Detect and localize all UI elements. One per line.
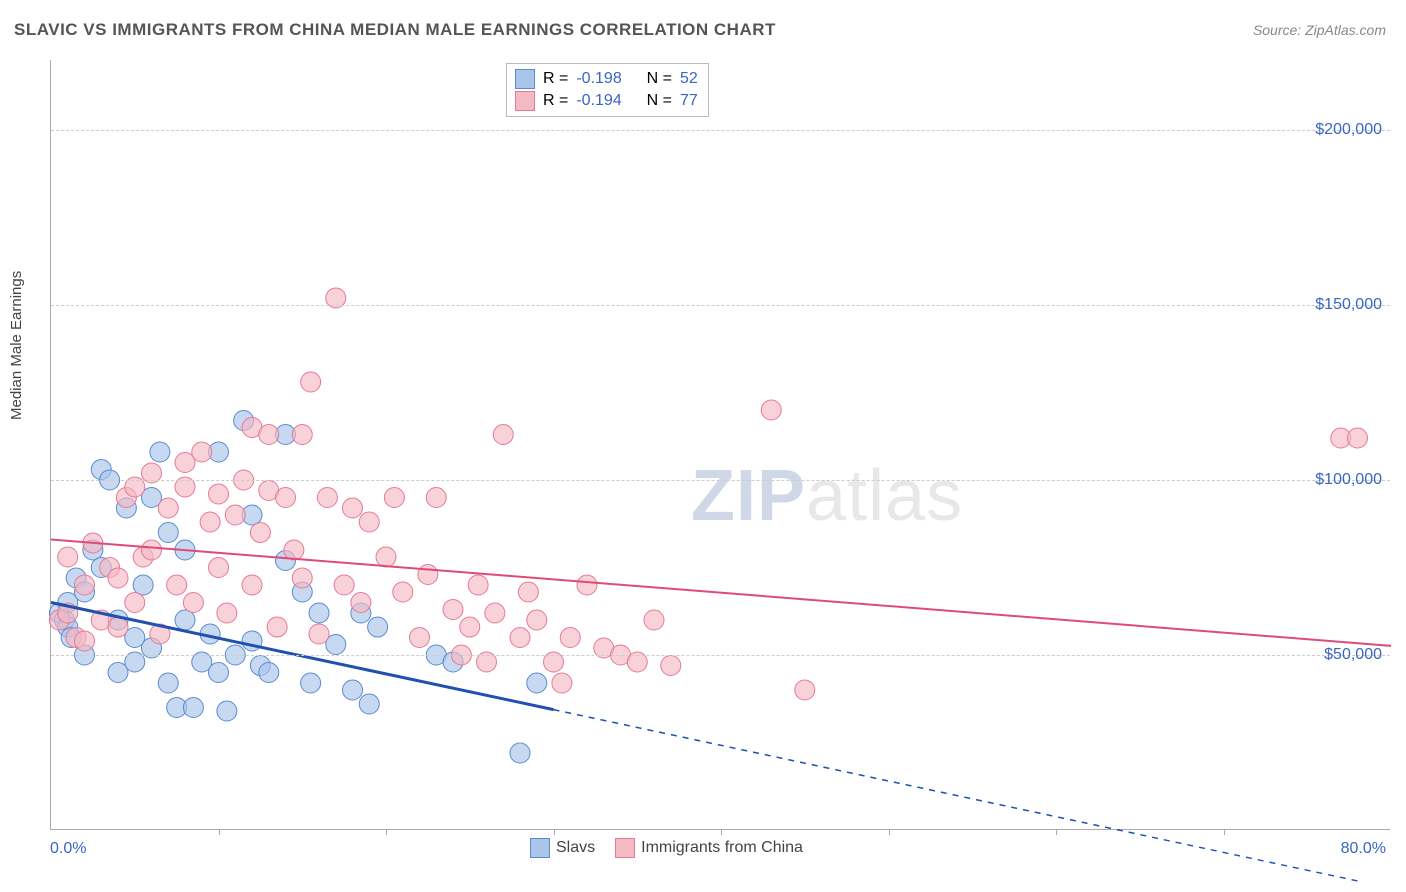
scatter-point-china (267, 617, 287, 637)
x-tick (1224, 829, 1225, 835)
legend-label-china: Immigrants from China (641, 839, 803, 857)
legend-swatch-slavs (530, 838, 550, 858)
scatter-point-slavs (368, 617, 388, 637)
scatter-point-china (292, 568, 312, 588)
chart-title: SLAVIC VS IMMIGRANTS FROM CHINA MEDIAN M… (14, 20, 776, 40)
scatter-point-slavs (359, 694, 379, 714)
scatter-point-china (343, 498, 363, 518)
gridline-h (51, 655, 1390, 656)
scatter-point-china (292, 425, 312, 445)
scatter-point-china (376, 547, 396, 567)
scatter-point-china (493, 425, 513, 445)
scatter-point-slavs (158, 673, 178, 693)
legend-label-slavs: Slavs (556, 839, 595, 857)
scatter-point-china (317, 488, 337, 508)
correlation-chart: SLAVIC VS IMMIGRANTS FROM CHINA MEDIAN M… (0, 0, 1406, 892)
scatter-point-china (527, 610, 547, 630)
scatter-point-china (309, 624, 329, 644)
scatter-point-slavs (217, 701, 237, 721)
scatter-point-china (334, 575, 354, 595)
legend-swatch-china (615, 838, 635, 858)
scatter-point-china (301, 372, 321, 392)
scatter-point-slavs (150, 442, 170, 462)
scatter-point-china (209, 558, 229, 578)
x-tick (554, 829, 555, 835)
scatter-point-china (460, 617, 480, 637)
scatter-point-china (284, 540, 304, 560)
gridline-h (51, 305, 1390, 306)
scatter-point-china (242, 575, 262, 595)
y-axis-label: Median Male Earnings (8, 271, 25, 420)
scatter-point-china (209, 484, 229, 504)
scatter-point-china (410, 628, 430, 648)
scatter-point-china (1348, 428, 1368, 448)
scatter-point-china (418, 565, 438, 585)
scatter-point-china (761, 400, 781, 420)
scatter-point-china (108, 617, 128, 637)
scatter-point-slavs (343, 680, 363, 700)
legend-item-slavs: Slavs (530, 838, 595, 858)
scatter-point-china (75, 631, 95, 651)
scatter-point-slavs (133, 575, 153, 595)
scatter-point-china (158, 498, 178, 518)
plot-area: ZIPatlas R = -0.198 N = 52 R = -0.194 N … (50, 60, 1390, 830)
x-tick (889, 829, 890, 835)
scatter-point-china (200, 512, 220, 532)
scatter-point-slavs (183, 698, 203, 718)
scatter-point-china (426, 488, 446, 508)
scatter-point-china (58, 547, 78, 567)
scatter-point-china (225, 505, 245, 525)
scatter-point-china (125, 593, 145, 613)
scatter-point-slavs (301, 673, 321, 693)
bottom-legend: Slavs Immigrants from China (530, 838, 803, 858)
scatter-point-china (384, 488, 404, 508)
x-axis-max-label: 80.0% (1341, 840, 1386, 858)
scatter-point-china (276, 488, 296, 508)
scatter-point-china (217, 603, 237, 623)
scatter-point-china (359, 512, 379, 532)
scatter-point-china (250, 523, 270, 543)
x-axis-min-label: 0.0% (50, 840, 86, 858)
scatter-point-china (552, 673, 572, 693)
gridline-h (51, 130, 1390, 131)
scatter-point-china (468, 575, 488, 595)
scatter-point-slavs (510, 743, 530, 763)
scatter-point-china (259, 425, 279, 445)
y-tick-label: $50,000 (1324, 646, 1382, 664)
scatter-point-china (795, 680, 815, 700)
x-tick (1056, 829, 1057, 835)
legend-item-china: Immigrants from China (615, 838, 803, 858)
scatter-point-slavs (158, 523, 178, 543)
gridline-h (51, 480, 1390, 481)
scatter-point-slavs (259, 663, 279, 683)
scatter-point-china (443, 600, 463, 620)
scatter-point-china (510, 628, 530, 648)
x-tick (721, 829, 722, 835)
scatter-point-china (393, 582, 413, 602)
scatter-point-china (577, 575, 597, 595)
scatter-point-china (560, 628, 580, 648)
source-attribution: Source: ZipAtlas.com (1253, 22, 1386, 38)
scatter-point-china (75, 575, 95, 595)
y-tick-label: $150,000 (1315, 296, 1382, 314)
scatter-point-slavs (209, 663, 229, 683)
scatter-point-slavs (175, 610, 195, 630)
scatter-point-china (183, 593, 203, 613)
scatter-point-china (192, 442, 212, 462)
scatter-point-china (167, 575, 187, 595)
plot-svg (51, 60, 1390, 829)
y-tick-label: $200,000 (1315, 121, 1382, 139)
scatter-point-china (518, 582, 538, 602)
scatter-point-china (661, 656, 681, 676)
scatter-point-slavs (527, 673, 547, 693)
scatter-point-china (485, 603, 505, 623)
scatter-point-china (644, 610, 664, 630)
y-tick-label: $100,000 (1315, 471, 1382, 489)
x-tick (386, 829, 387, 835)
scatter-point-china (351, 593, 371, 613)
x-tick (219, 829, 220, 835)
scatter-point-slavs (309, 603, 329, 623)
scatter-point-china (108, 568, 128, 588)
scatter-point-china (142, 540, 162, 560)
